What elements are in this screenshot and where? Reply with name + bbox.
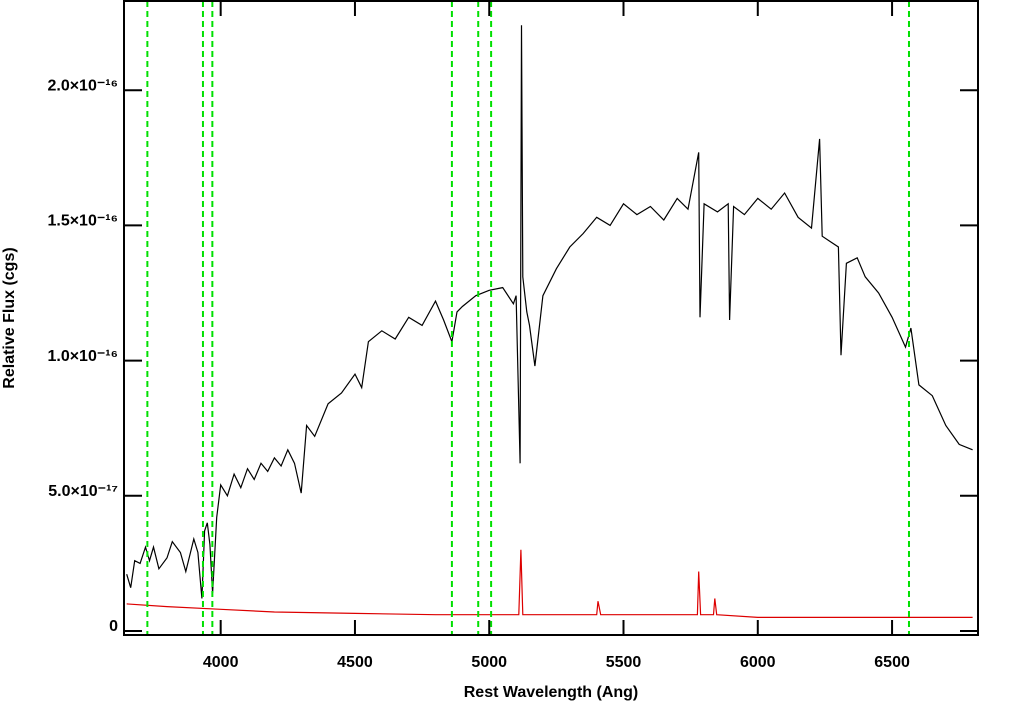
- x-tick-label: 5500: [606, 654, 642, 671]
- y-tick-label: 1.5×10⁻¹⁶: [47, 213, 118, 230]
- y-tick-label: 5.0×10⁻¹⁷: [48, 483, 118, 500]
- y-axis-title: Relative Flux (cgs): [1, 247, 18, 388]
- y-tick-label: 0: [109, 618, 118, 635]
- x-tick-label: 5000: [471, 654, 507, 671]
- y-tick-label: 2.0×10⁻¹⁶: [47, 77, 118, 94]
- spectrum-line: [126, 25, 973, 599]
- x-tick-label: 6500: [874, 654, 910, 671]
- spectrum-line: [126, 549, 973, 618]
- x-axis-title: Rest Wavelength (Ang): [464, 684, 639, 701]
- axes-frame: [123, 0, 979, 636]
- x-tick-label: 4500: [337, 654, 373, 671]
- plot-area: [126, 1, 973, 635]
- y-tick-label: 1.0×10⁻¹⁶: [47, 348, 118, 365]
- x-tick-label: 6000: [740, 654, 776, 671]
- x-tick-label: 4000: [203, 654, 239, 671]
